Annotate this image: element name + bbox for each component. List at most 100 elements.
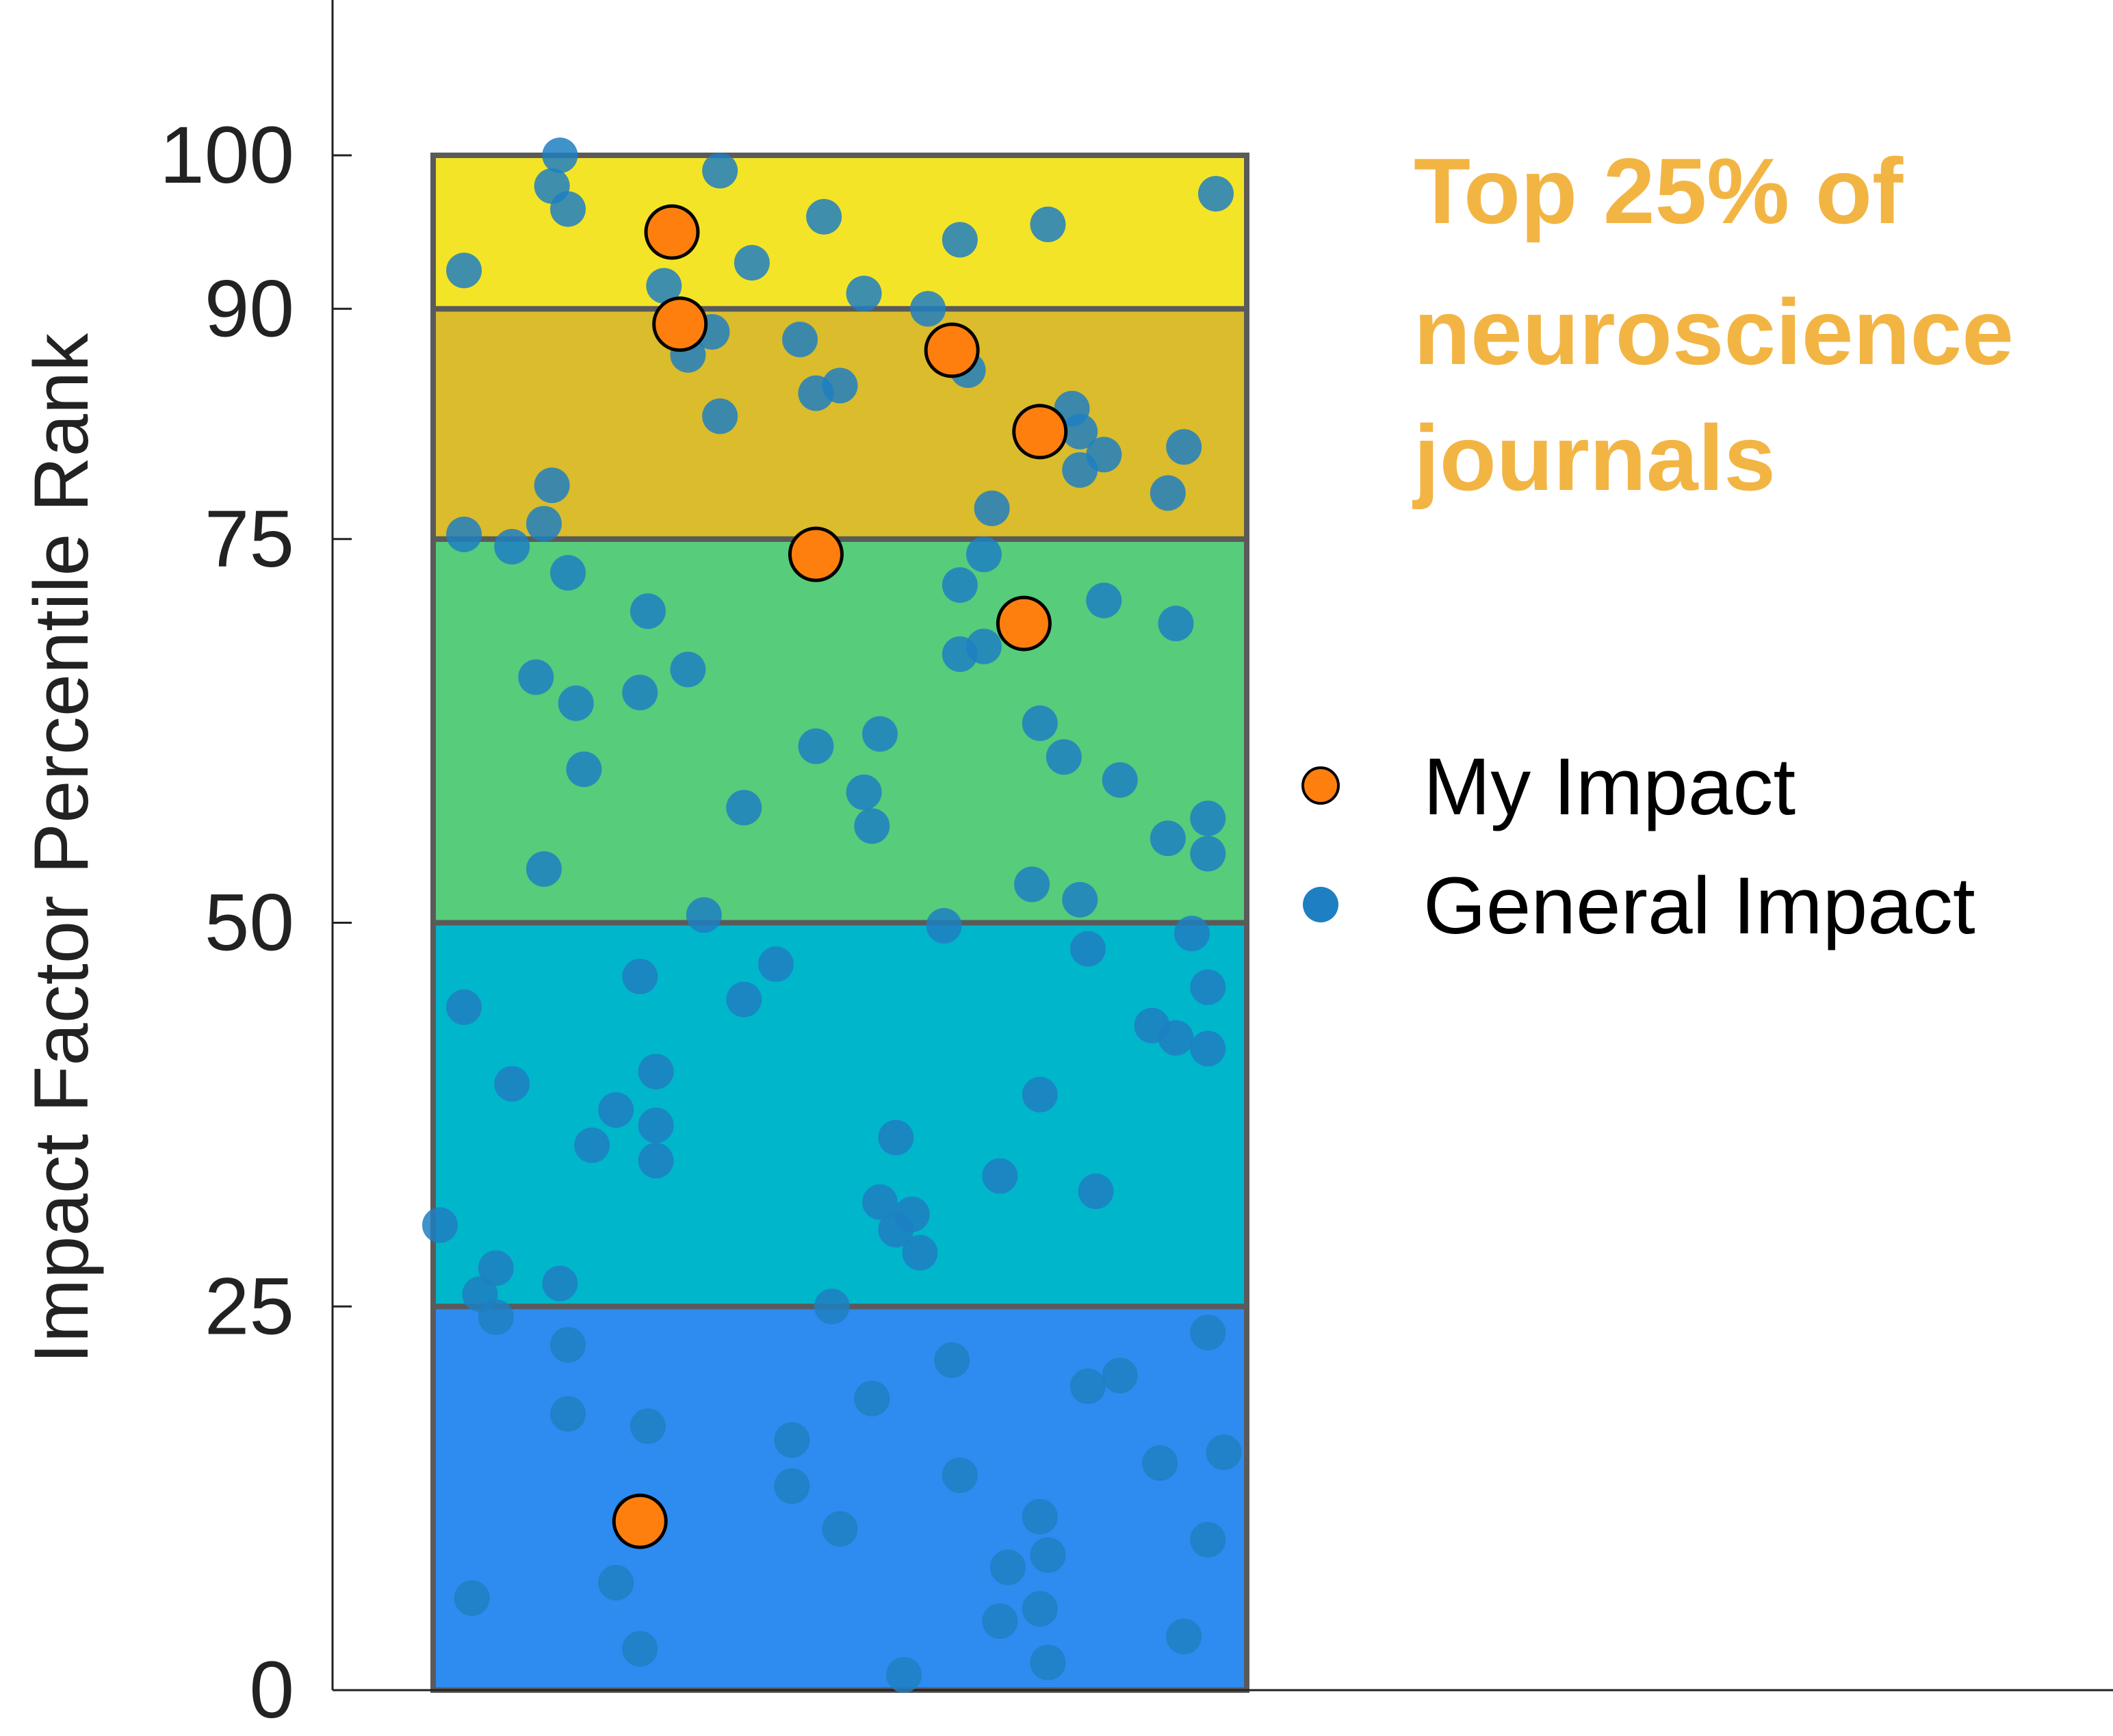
general-impact-point: [902, 1234, 938, 1271]
general-impact-point: [526, 506, 562, 542]
general-impact-point: [702, 398, 738, 435]
general-impact-point: [982, 1158, 1018, 1194]
general-impact-point: [550, 1327, 586, 1363]
general-impact-point: [1030, 1644, 1066, 1681]
annotation-line: Top 25% of: [1414, 139, 1904, 243]
general-impact-point: [630, 1408, 666, 1444]
legend: My Impact General Impact: [1301, 742, 1975, 951]
general-impact-point: [934, 1342, 970, 1378]
general-impact-point: [878, 1119, 914, 1156]
general-impact-point: [494, 1066, 530, 1102]
general-impact-point: [1166, 1618, 1202, 1655]
general-impact-point: [989, 1549, 1026, 1585]
general-impact-point: [1014, 866, 1050, 903]
general-impact-point: [646, 268, 682, 304]
general-impact-point: [1062, 881, 1098, 918]
general-impact-point: [774, 1422, 810, 1458]
general-impact-point: [1078, 1174, 1114, 1210]
general-impact-point: [598, 1092, 634, 1128]
general-impact-point: [478, 1299, 514, 1335]
general-impact-point: [726, 981, 762, 1018]
general-impact-point: [630, 593, 666, 630]
general-impact-point: [638, 1054, 674, 1090]
my-impact-point: [1012, 404, 1068, 460]
general-impact-point: [542, 138, 578, 173]
general-impact-point: [1150, 820, 1186, 857]
general-impact-point: [1190, 1314, 1226, 1351]
general-impact-point: [974, 490, 1010, 526]
general-impact-point: [1190, 1522, 1226, 1558]
general-impact-point: [1190, 835, 1226, 872]
general-impact-point: [550, 555, 586, 591]
general-impact-point: [1142, 1445, 1178, 1481]
general-impact-point: [814, 1288, 850, 1325]
general-impact-point: [702, 153, 738, 189]
general-impact-point: [598, 1564, 634, 1601]
legend-label-general-impact: General Impact: [1423, 861, 1975, 951]
general-impact-point: [734, 245, 770, 281]
general-impact-point: [478, 1250, 514, 1286]
general-impact-point: [1158, 606, 1194, 642]
general-impact-point: [1150, 475, 1186, 511]
general-impact-point: [1086, 582, 1122, 619]
general-impact-point: [622, 675, 658, 711]
general-impact-point: [422, 1207, 458, 1243]
general-impact-point: [1206, 1434, 1242, 1471]
general-impact-point: [454, 1580, 490, 1616]
top-25-annotation: Top 25% of neuroscience journals: [1412, 139, 2014, 510]
y-tick-label: 100: [159, 110, 294, 200]
general-impact-point: [526, 851, 562, 887]
general-impact-point: [774, 1468, 810, 1504]
general-impact-point: [558, 685, 594, 721]
general-impact-point: [846, 774, 882, 810]
general-impact-point: [446, 517, 482, 553]
my-impact-point: [644, 204, 700, 260]
general-impact-point: [886, 1657, 922, 1693]
general-impact-point: [798, 375, 834, 411]
annotation-line: journals: [1412, 406, 1776, 510]
general-impact-point: [1166, 429, 1202, 465]
general-impact-point: [822, 1511, 858, 1547]
general-impact-point: [534, 467, 570, 504]
my-impact-point: [996, 595, 1052, 651]
general-impact-point: [942, 636, 978, 672]
general-impact-point: [446, 989, 482, 1025]
general-impact-point: [550, 1396, 586, 1432]
general-impact-point: [1030, 206, 1066, 242]
my-impact-point: [788, 526, 844, 582]
general-impact-point: [1030, 1537, 1066, 1573]
general-impact-point: [1062, 452, 1098, 488]
general-impact-point: [965, 536, 1002, 573]
general-impact-point: [638, 1107, 674, 1143]
my-impact-points: [612, 204, 1068, 1549]
my-impact-point: [612, 1493, 668, 1549]
general-impact-point: [622, 1631, 658, 1667]
general-impact-point: [1022, 1499, 1058, 1535]
general-impact-point: [566, 751, 602, 788]
general-impact-point: [861, 1184, 898, 1220]
general-impact-point: [861, 716, 898, 752]
general-impact-points: [422, 138, 1242, 1693]
general-impact-point: [757, 946, 794, 983]
legend-label-my-impact: My Impact: [1423, 742, 1796, 832]
general-impact-point: [726, 790, 762, 826]
general-impact-point: [782, 322, 818, 358]
annotation-line: neuroscience: [1414, 280, 2014, 384]
general-impact-point: [1070, 931, 1106, 967]
general-impact-point: [846, 275, 882, 311]
general-impact-point: [518, 659, 554, 695]
percentile-band: [430, 306, 1249, 542]
y-tick-label: 0: [249, 1645, 294, 1733]
general-impact-point: [910, 291, 946, 327]
y-tick-label: 50: [205, 878, 294, 968]
general-impact-point: [1102, 1358, 1138, 1394]
general-impact-point: [670, 651, 706, 688]
general-impact-point: [494, 528, 530, 565]
general-impact-point: [798, 728, 834, 764]
legend-marker-general-impact: [1303, 887, 1338, 922]
general-impact-point: [1046, 739, 1082, 775]
y-tick-label: 90: [205, 263, 294, 354]
general-impact-point: [1190, 969, 1226, 1005]
